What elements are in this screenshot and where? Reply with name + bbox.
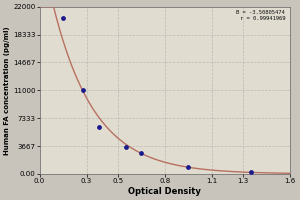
Point [186,165,191,169]
Point [249,171,254,174]
Text: B = -3.50805474
r = 0.99941969: B = -3.50805474 r = 0.99941969 [236,10,285,21]
Point [139,151,144,154]
Point [81,89,86,92]
Point [97,125,101,128]
Y-axis label: Human FA concentration (pg/ml): Human FA concentration (pg/ml) [4,26,10,155]
Point [123,146,128,149]
X-axis label: Optical Density: Optical Density [128,187,201,196]
Point [61,16,65,20]
